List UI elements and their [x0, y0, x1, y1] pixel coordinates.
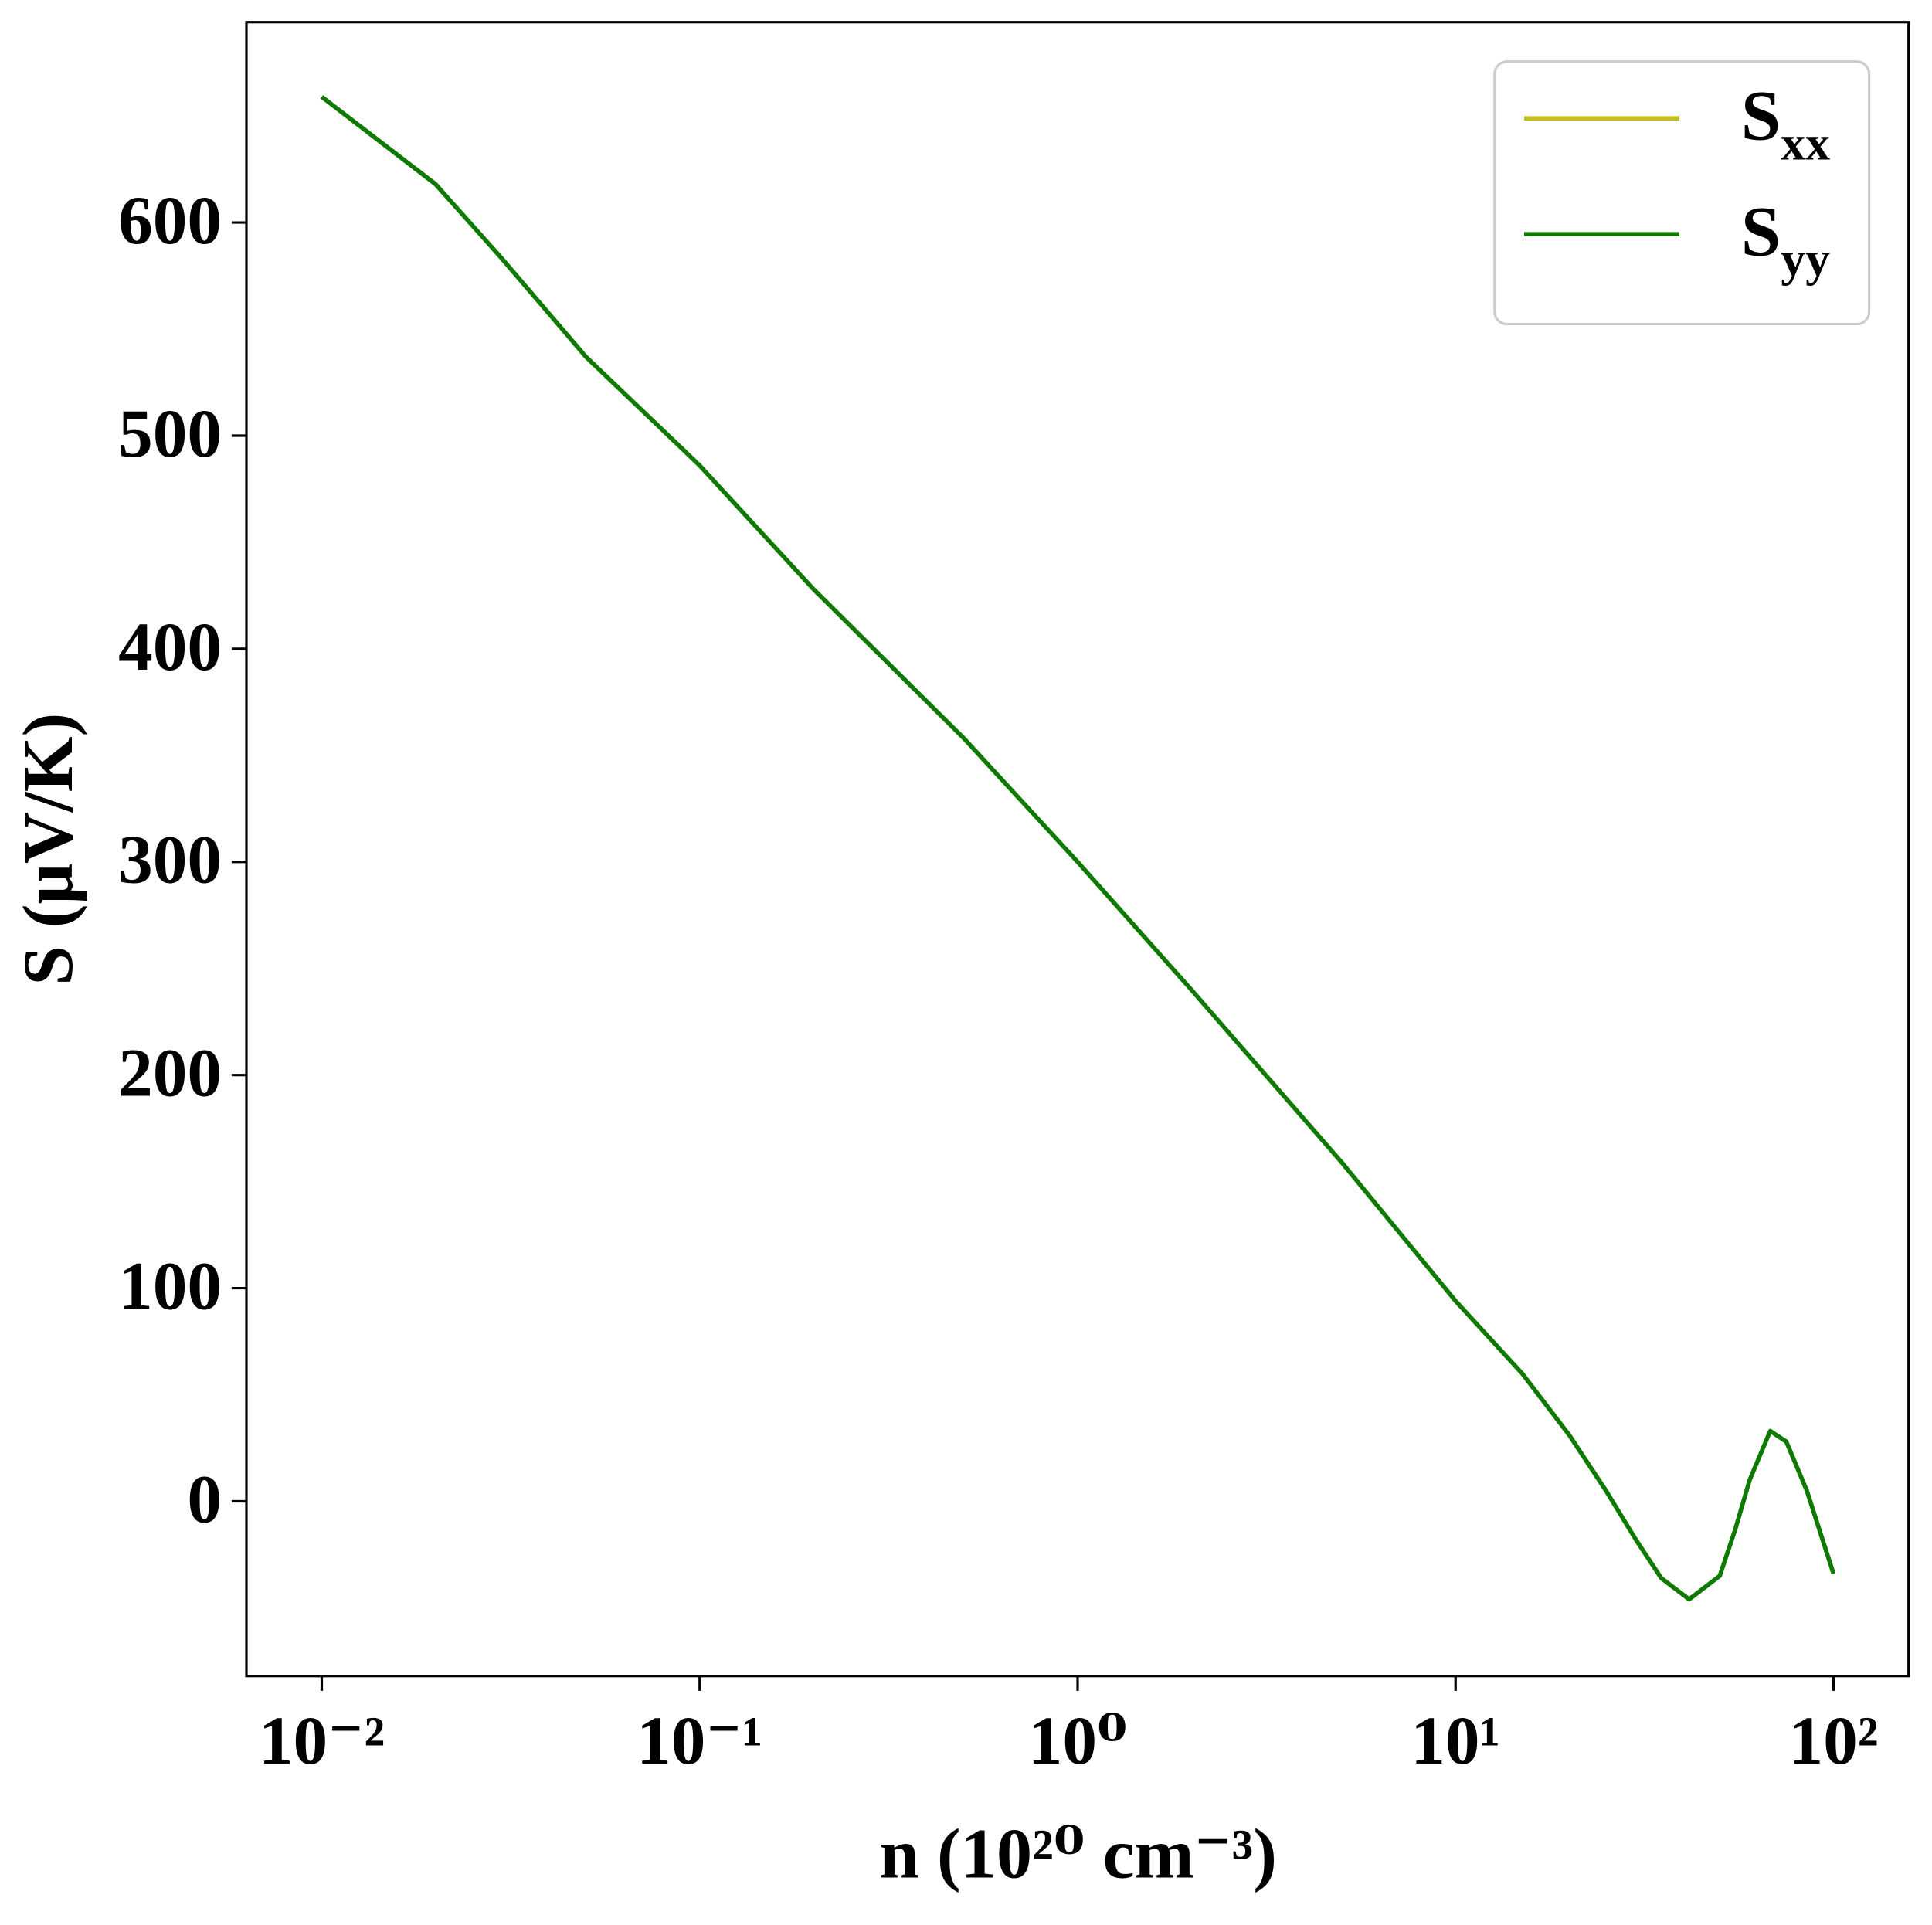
y-axis-label: S (μV/K)	[9, 713, 88, 986]
y-tick-label: 200	[118, 1035, 222, 1112]
legend-box	[1493, 60, 1871, 326]
y-tick-label: 300	[118, 822, 222, 898]
x-tick-label: 10²	[1788, 1703, 1878, 1779]
y-tick-label: 600	[118, 182, 222, 259]
series-line	[320, 95, 1836, 1602]
y-tick-label: 100	[118, 1248, 222, 1324]
x-tick-label: 10⁻¹	[637, 1703, 762, 1779]
x-tick-label: 10¹	[1411, 1703, 1500, 1779]
legend-label: Syy	[1741, 193, 1830, 286]
x-tick-label: 10⁰	[1028, 1703, 1127, 1779]
legend-label: Sxx	[1741, 77, 1830, 170]
y-tick-label: 0	[187, 1461, 222, 1537]
x-axis-label: n (10²⁰ cm⁻³)	[879, 1815, 1277, 1893]
y-tick-label: 500	[118, 396, 222, 472]
x-tick-label: 10⁻²	[259, 1703, 385, 1779]
y-tick-label: 400	[118, 609, 222, 685]
